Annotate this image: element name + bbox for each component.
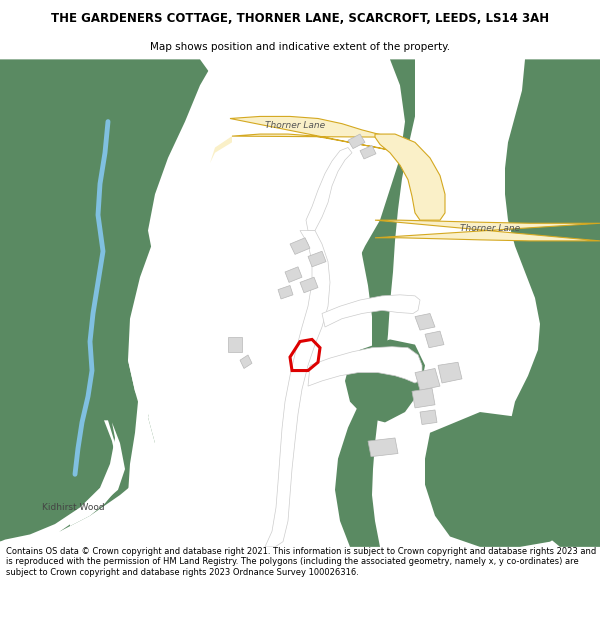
Text: Kidhirst Wood: Kidhirst Wood [42,503,104,512]
Polygon shape [210,119,232,163]
Polygon shape [306,148,352,231]
Polygon shape [230,116,392,151]
Polygon shape [425,331,444,348]
Polygon shape [0,59,215,542]
Polygon shape [128,59,255,495]
Polygon shape [425,412,590,547]
Polygon shape [438,362,462,383]
Polygon shape [368,438,398,457]
Polygon shape [360,146,376,159]
Polygon shape [348,134,365,149]
Polygon shape [345,339,425,422]
Polygon shape [415,314,435,330]
Polygon shape [412,388,435,408]
Polygon shape [278,286,293,299]
Text: THE GARDENERS COTTAGE, THORNER LANE, SCARCROFT, LEEDS, LS14 3AH: THE GARDENERS COTTAGE, THORNER LANE, SCA… [51,12,549,26]
Polygon shape [375,134,445,220]
Polygon shape [145,59,405,547]
Text: Contains OS data © Crown copyright and database right 2021. This information is : Contains OS data © Crown copyright and d… [6,547,596,577]
Polygon shape [308,251,326,267]
Polygon shape [335,59,415,547]
Text: Thorner Lane: Thorner Lane [460,224,520,233]
Polygon shape [308,347,422,386]
Polygon shape [420,410,437,424]
Polygon shape [0,422,125,547]
Polygon shape [290,238,310,254]
Polygon shape [240,355,252,369]
Polygon shape [265,231,330,547]
Polygon shape [322,295,420,327]
Polygon shape [300,278,318,292]
Polygon shape [70,421,122,526]
Polygon shape [415,59,600,547]
Polygon shape [415,369,440,390]
Polygon shape [228,338,242,352]
Text: Map shows position and indicative extent of the property.: Map shows position and indicative extent… [150,42,450,52]
Text: Thorner Lane: Thorner Lane [265,121,325,130]
Polygon shape [285,267,302,282]
Polygon shape [375,220,600,241]
